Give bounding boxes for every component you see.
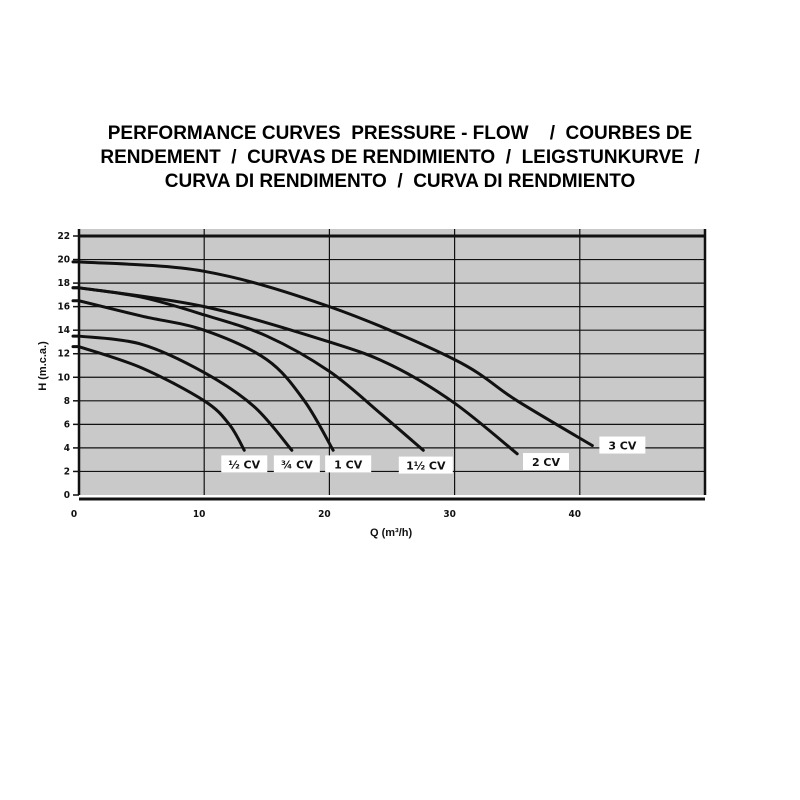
x-tick-label: 40 <box>569 509 582 520</box>
curve-label-box <box>273 455 320 473</box>
curve-label: 2 CV <box>532 456 561 469</box>
title-line-2: RENDEMENT / CURVAS DE RENDIMIENTO / LEIG… <box>100 147 700 168</box>
title-line-3: CURVA DI RENDIMENTO / CURVA DI RENDMIENT… <box>164 171 636 192</box>
y-axis-label: H (m.c.a.) <box>37 341 49 391</box>
y-tick-label: 22 <box>57 231 70 242</box>
x-axis-label: Q (m³/h) <box>370 527 412 539</box>
curve-series-0 <box>71 345 246 452</box>
y-tick-label: 0 <box>64 490 70 501</box>
curve-label: 3 CV <box>608 440 637 453</box>
curve-label-box <box>522 453 569 471</box>
x-tick-label: 10 <box>193 509 206 520</box>
curve-label: 1½ CV <box>406 460 446 473</box>
curve-label: 1 CV <box>334 458 363 471</box>
curve-series-5 <box>71 260 594 448</box>
curve-label-box <box>221 455 268 473</box>
curve-label: ¾ CV <box>281 458 313 471</box>
y-tick-label: 4 <box>64 443 70 454</box>
x-tick-label: 20 <box>318 509 331 520</box>
y-tick-label: 16 <box>57 302 70 313</box>
plot-area <box>79 229 705 495</box>
x-tick-label: 0 <box>71 509 77 520</box>
curve-label: ½ CV <box>228 458 260 471</box>
curve-label-box <box>325 455 372 473</box>
y-tick-label: 2 <box>64 466 70 477</box>
curve-series-4 <box>71 286 519 456</box>
chart-title: PERFORMANCE CURVES PRESSURE - FLOW / COU… <box>0 122 800 194</box>
x-tick-label: 30 <box>443 509 456 520</box>
y-tick-label: 10 <box>57 372 70 383</box>
y-tick-label: 8 <box>64 396 70 407</box>
y-tick-label: 6 <box>64 419 70 430</box>
y-tick-label: 20 <box>57 255 70 266</box>
curve-series-2 <box>71 299 335 452</box>
curve-series-1 <box>71 334 294 452</box>
y-tick-label: 12 <box>57 349 70 360</box>
curve-label-box <box>398 456 453 474</box>
y-tick-label: 18 <box>57 278 70 289</box>
title-line-1: PERFORMANCE CURVES PRESSURE - FLOW / COU… <box>107 123 693 144</box>
y-tick-label: 14 <box>57 325 70 336</box>
curve-label-box <box>599 436 646 454</box>
